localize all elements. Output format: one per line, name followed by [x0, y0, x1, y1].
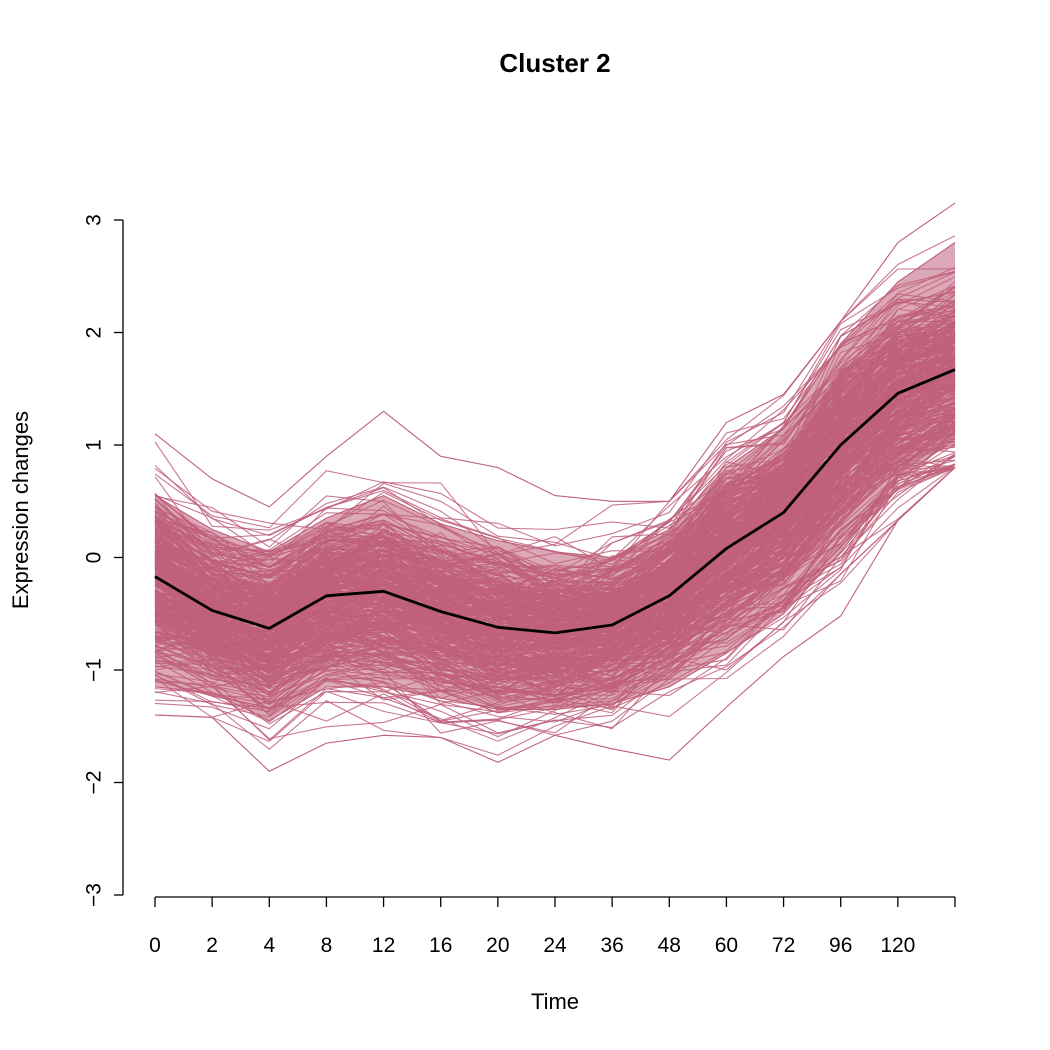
x-tick-label: 2: [206, 934, 218, 957]
x-axis: 0 2 4 8 12 16 20 24 36 48 60 72 96 120: [149, 896, 956, 957]
x-tick-label: 36: [600, 934, 623, 957]
profile-line: [154, 235, 956, 531]
y-axis-label: Expression changes: [8, 411, 33, 609]
x-tick-label: 60: [715, 934, 738, 957]
profile-line: [154, 271, 956, 560]
x-tick-label: 16: [429, 934, 452, 957]
profile-line: [154, 202, 956, 508]
y-tick-label: 0: [83, 552, 106, 564]
mean-line: [154, 368, 956, 635]
y-axis: −3 −2 −1 0 1 2 3: [83, 214, 124, 907]
x-tick-label: 96: [829, 934, 852, 957]
y-tick-label: 1: [83, 439, 106, 451]
x-tick-label: 12: [372, 934, 395, 957]
x-tick-label: 120: [880, 934, 915, 957]
y-tick-label: 2: [83, 327, 106, 339]
x-tick-label: 20: [486, 934, 509, 957]
y-tick-label: −3: [83, 883, 106, 907]
profile-line: [154, 266, 956, 547]
mean-profile: [154, 368, 956, 635]
x-tick-label: 48: [658, 934, 681, 957]
x-tick-label: 24: [543, 934, 567, 957]
x-tick-label: 4: [263, 934, 275, 957]
y-tick-label: −2: [83, 771, 106, 795]
profile-density-band: [155, 242, 955, 721]
x-tick-label: 0: [149, 934, 161, 957]
profile-line: [154, 453, 956, 730]
expression-profiles: [154, 202, 956, 772]
x-tick-label: 72: [772, 934, 795, 957]
x-axis-label: Time: [531, 989, 579, 1014]
x-tick-label: 8: [321, 934, 333, 957]
y-tick-label: −1: [83, 658, 106, 682]
y-tick-label: 3: [83, 214, 106, 226]
chart-title: Cluster 2: [499, 48, 610, 78]
profile-line: [154, 467, 956, 772]
profile-line: [154, 467, 956, 756]
